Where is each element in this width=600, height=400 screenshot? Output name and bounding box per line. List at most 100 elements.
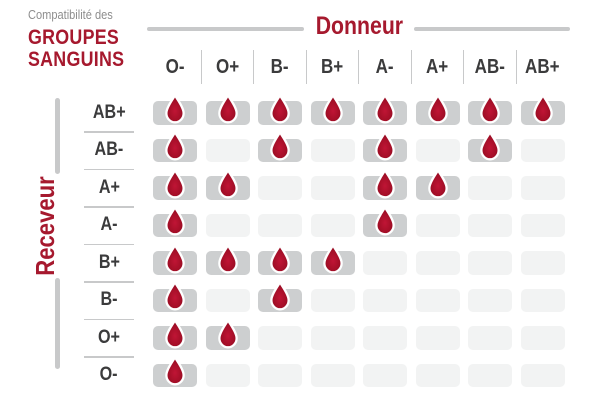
receiver-label-opos: O+	[84, 326, 134, 357]
receiver-label-oneg: O-	[84, 364, 134, 388]
cell-apos-from-abpos	[520, 176, 565, 200]
receiver-label-text: O+	[98, 326, 120, 348]
blood-drop-icon	[375, 93, 395, 123]
cell-apos-from-abneg	[468, 176, 512, 200]
receiver-label-abpos: AB+	[84, 101, 134, 132]
blood-drop-icon	[427, 93, 448, 123]
cell-opos-from-oneg	[153, 318, 197, 350]
cell-abneg-from-aneg	[363, 130, 407, 162]
donor-header-abneg: AB-	[464, 50, 517, 84]
donor-header-apos: A+	[412, 50, 464, 84]
blood-drop-icon	[165, 130, 185, 161]
cell-aneg-from-apos	[415, 213, 460, 237]
blood-drop-icon	[270, 243, 290, 273]
receiver-label-abneg: AB-	[84, 139, 134, 170]
blood-drop-icon	[375, 168, 395, 198]
cell-abpos-from-opos	[205, 93, 250, 125]
cell-bpos-from-bpos	[310, 243, 355, 275]
cell-aneg-from-abneg	[468, 213, 512, 237]
cell-apos-from-opos	[205, 168, 250, 200]
blood-drop-icon	[480, 130, 500, 161]
cell-bpos-from-abneg	[468, 251, 512, 275]
donor-header-label: A+	[426, 55, 449, 78]
cell-oneg-from-abpos	[520, 363, 565, 387]
blood-drop-icon	[270, 280, 290, 311]
donor-header-bpos: B+	[307, 50, 359, 84]
cell-bpos-from-opos	[205, 243, 250, 275]
cell-apos-from-oneg	[153, 168, 197, 200]
blood-drop-icon	[165, 355, 185, 386]
cell-bpos-from-oneg	[153, 243, 197, 275]
donor-header-label: O-	[165, 55, 185, 78]
receiver-axis-label-text: Receveur	[30, 176, 60, 276]
cell-bneg-from-bpos	[310, 288, 355, 312]
donor-header-label: B-	[270, 55, 289, 78]
cell-bneg-from-oneg	[153, 280, 197, 312]
receiver-label-aneg: A-	[84, 214, 134, 245]
cell-opos-from-apos	[415, 326, 460, 350]
cell-opos-from-abneg	[468, 326, 512, 350]
receiver-row-labels: AB+ AB- A+ A- B+ B- O+ O-	[84, 101, 134, 387]
cell-opos-from-bpos	[310, 326, 355, 350]
cell-opos-from-opos	[205, 318, 250, 350]
blood-drop-icon	[375, 130, 395, 161]
blood-drop-icon	[270, 93, 290, 123]
cell-bneg-from-abpos	[520, 288, 565, 312]
cell-bneg-from-apos	[415, 288, 460, 312]
donor-header-abpos: AB+	[517, 50, 570, 84]
title-block: Compatibilité des GROUPES SANGUINS	[28, 7, 141, 71]
blood-drop-icon	[165, 280, 185, 311]
cell-oneg-from-opos	[205, 363, 250, 387]
cell-bneg-from-aneg	[363, 288, 407, 312]
receiver-label-text: B-	[100, 289, 118, 311]
donor-header-label: AB-	[474, 55, 505, 78]
cell-aneg-from-abpos	[520, 213, 565, 237]
blood-drop-icon	[375, 205, 395, 236]
cell-bpos-from-abpos	[520, 251, 565, 275]
cell-abneg-from-bneg	[258, 130, 302, 162]
blood-drop-icon	[322, 243, 343, 273]
cell-opos-from-bneg	[258, 326, 302, 350]
cell-bpos-from-bneg	[258, 243, 302, 275]
receiver-axis-line-bottom	[55, 278, 60, 369]
receiver-label-bneg: B-	[84, 289, 134, 320]
donor-header-label: AB+	[525, 55, 560, 78]
blood-drop-icon	[165, 205, 185, 236]
donor-header-aneg: A-	[359, 50, 412, 84]
compatibility-grid	[153, 93, 565, 387]
cell-abneg-from-abpos	[520, 138, 565, 162]
receiver-label-text: A+	[98, 176, 120, 198]
cell-abpos-from-bpos	[310, 93, 355, 125]
donor-header-bneg: B-	[254, 50, 307, 84]
cell-oneg-from-apos	[415, 363, 460, 387]
cell-bpos-from-aneg	[363, 251, 407, 275]
blood-drop-icon	[480, 93, 500, 123]
blood-drop-icon	[165, 318, 185, 348]
blood-drop-icon	[217, 318, 238, 348]
blood-drop-icon	[427, 168, 448, 198]
cell-oneg-from-aneg	[363, 363, 407, 387]
cell-abpos-from-oneg	[153, 93, 197, 125]
title-eyebrow: Compatibilité des	[28, 7, 113, 22]
cell-abpos-from-aneg	[363, 93, 407, 125]
blood-drop-icon	[217, 93, 238, 123]
cell-aneg-from-opos	[205, 213, 250, 237]
cell-abpos-from-abpos	[520, 93, 565, 125]
receiver-label-apos: A+	[84, 176, 134, 207]
cell-oneg-from-abneg	[468, 363, 512, 387]
cell-bpos-from-apos	[415, 251, 460, 275]
donor-header-oneg: O-	[149, 50, 202, 84]
title-line2: SANGUINS	[28, 48, 125, 71]
cell-bneg-from-bneg	[258, 280, 302, 312]
cell-abneg-from-apos	[415, 138, 460, 162]
cell-abneg-from-oneg	[153, 130, 197, 162]
donor-header-label: B+	[321, 55, 344, 78]
receiver-axis-line-top	[55, 98, 60, 174]
title-line2-row: SANGUINS	[28, 49, 141, 71]
blood-drop-icon	[322, 93, 343, 123]
receiver-label-text: B+	[98, 251, 120, 273]
cell-opos-from-abpos	[520, 326, 565, 350]
cell-aneg-from-oneg	[153, 205, 197, 237]
title-line1: GROUPES	[28, 26, 120, 49]
